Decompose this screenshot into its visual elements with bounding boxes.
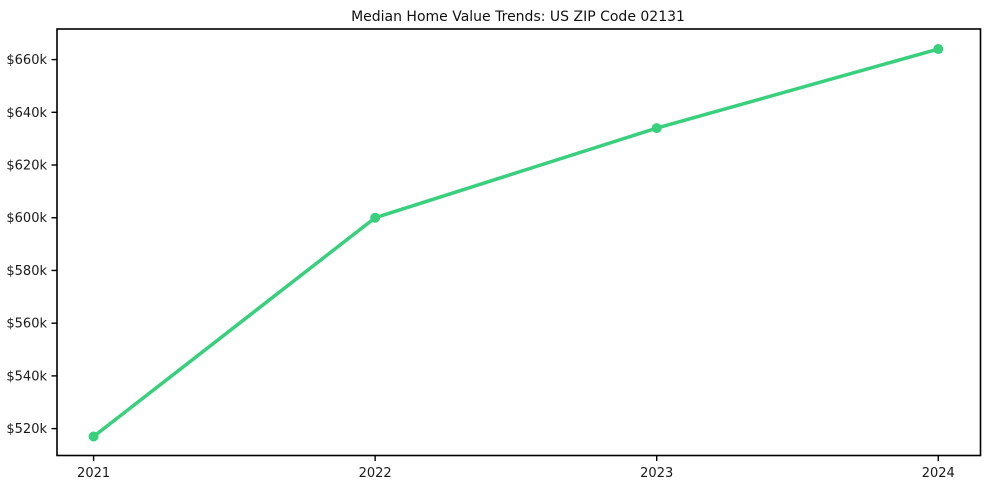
x-tick-label: 2023 bbox=[640, 466, 673, 481]
chart-title: Median Home Value Trends: US ZIP Code 02… bbox=[351, 9, 685, 25]
trend-line bbox=[92, 47, 939, 438]
y-tick-label: $520k bbox=[6, 422, 47, 437]
x-tick-label: 2022 bbox=[359, 466, 392, 481]
data-point-marker bbox=[651, 123, 662, 134]
y-tick-label: $540k bbox=[6, 369, 47, 384]
plot-frame bbox=[56, 28, 982, 457]
series-line bbox=[88, 44, 944, 442]
y-tick-label: $620k bbox=[6, 159, 47, 174]
x-axis: 2021 2022 2023 2024 bbox=[77, 455, 955, 481]
data-point-marker bbox=[933, 44, 944, 55]
y-tick-label: $640k bbox=[6, 106, 47, 121]
data-point-marker bbox=[370, 212, 381, 223]
y-tick-label: $660k bbox=[6, 53, 47, 68]
y-tick-label: $600k bbox=[6, 211, 47, 226]
x-tick-label: 2021 bbox=[77, 466, 110, 481]
data-point-marker bbox=[88, 431, 99, 442]
y-tick-label: $580k bbox=[6, 264, 47, 279]
y-tick-label: $560k bbox=[6, 317, 47, 332]
y-axis: $520k $540k $560k $580k $600k $620k $640k $660k bbox=[6, 53, 57, 437]
x-tick-label: 2024 bbox=[922, 466, 955, 481]
